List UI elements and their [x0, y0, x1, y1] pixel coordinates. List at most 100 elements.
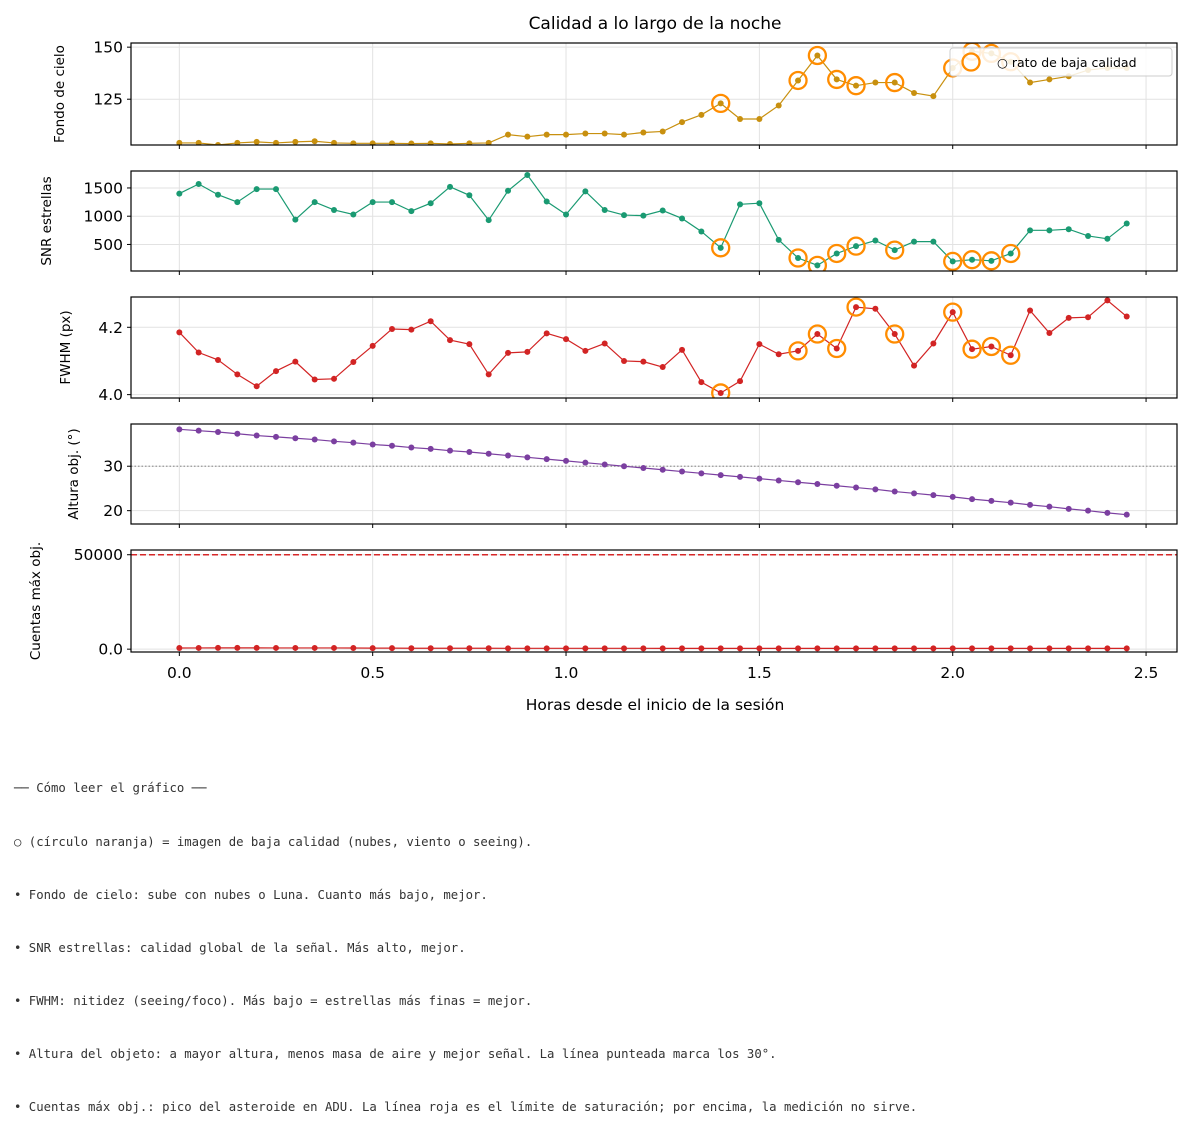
- data-point: [930, 340, 937, 347]
- low-quality-marker: [885, 240, 905, 260]
- data-point: [195, 349, 202, 356]
- data-point: [582, 645, 589, 652]
- data-point: [659, 466, 666, 473]
- y-tick-label: 500: [93, 236, 123, 254]
- data-point: [969, 346, 976, 353]
- legend: ○ rato de baja calidad: [949, 47, 1173, 77]
- data-point: [1085, 507, 1092, 514]
- data-point: [775, 102, 782, 109]
- notes-line: • Fondo de cielo: sube con nubes o Luna.…: [14, 887, 488, 902]
- data-point: [485, 371, 492, 378]
- data-point: [1065, 505, 1072, 512]
- data-point: [737, 115, 744, 122]
- data-point: [505, 187, 512, 194]
- data-point: [775, 645, 782, 652]
- data-point: [485, 450, 492, 457]
- data-point: [466, 645, 473, 652]
- data-point: [292, 138, 299, 145]
- data-point: [408, 444, 415, 451]
- series-line: [179, 647, 1127, 650]
- data-point: [389, 442, 396, 449]
- y-tick-label: 0.0: [98, 641, 123, 659]
- y-tick-label: 125: [93, 91, 123, 109]
- data-point: [659, 207, 666, 214]
- data-point: [988, 645, 995, 652]
- data-point: [524, 454, 531, 461]
- data-point: [176, 645, 183, 652]
- data-point: [911, 490, 918, 497]
- data-point: [331, 139, 338, 145]
- data-point: [1085, 645, 1092, 652]
- data-point: [717, 472, 724, 479]
- y-axis-label: SNR estrellas: [39, 176, 55, 265]
- data-point: [737, 645, 744, 652]
- data-point: [331, 206, 338, 213]
- data-point: [582, 459, 589, 466]
- data-point: [427, 200, 434, 207]
- data-point: [853, 82, 860, 89]
- data-point: [891, 331, 898, 338]
- data-point: [988, 257, 995, 264]
- x-tick-label: 0.0: [167, 664, 192, 682]
- data-point: [891, 488, 898, 495]
- data-point: [253, 432, 260, 439]
- data-point: [679, 215, 686, 222]
- low-quality-marker: [943, 251, 963, 271]
- data-point: [195, 427, 202, 434]
- data-point: [389, 199, 396, 206]
- data-point: [253, 383, 260, 390]
- low-quality-marker: [807, 324, 828, 344]
- data-point: [582, 188, 589, 195]
- data-point: [640, 129, 647, 136]
- data-point: [1046, 76, 1053, 83]
- data-point: [505, 452, 512, 459]
- data-point: [601, 645, 608, 652]
- data-point: [331, 644, 338, 651]
- low-quality-marker: [981, 336, 1002, 357]
- low-quality-marker: [788, 70, 808, 91]
- data-point: [1046, 645, 1053, 652]
- low-quality-marker: [711, 238, 731, 258]
- data-point: [621, 131, 628, 138]
- data-point: [1027, 307, 1034, 314]
- quality-chart: Calidad a lo largo de la noche ○ rato de…: [28, 14, 1178, 714]
- data-point: [563, 336, 570, 343]
- data-point: [795, 347, 802, 354]
- data-point: [911, 362, 918, 369]
- data-point: [543, 198, 550, 205]
- data-point: [795, 479, 802, 486]
- low-quality-marker: [1001, 345, 1021, 365]
- notes-line: • SNR estrellas: calidad global de la se…: [14, 940, 466, 955]
- y-tick-label: 1000: [84, 208, 123, 226]
- data-point: [640, 212, 647, 219]
- data-point: [698, 228, 705, 235]
- data-point: [1046, 227, 1053, 234]
- low-quality-marker: [827, 338, 847, 359]
- data-point: [408, 326, 415, 333]
- subplot-1: ○ rato de baja calidad 125 150 Fondo de cie…: [52, 39, 1178, 149]
- axes-frame: [130, 423, 1178, 525]
- data-point: [969, 256, 976, 263]
- data-point: [833, 645, 840, 652]
- data-point: [737, 201, 744, 208]
- data-point: [1007, 645, 1014, 652]
- data-point: [447, 447, 454, 454]
- data-point: [292, 216, 299, 223]
- data-point: [485, 217, 492, 224]
- data-point: [389, 140, 396, 145]
- y-tick-label: 30: [103, 458, 123, 476]
- data-point: [679, 468, 686, 475]
- y-tick-label: 1500: [84, 179, 123, 197]
- data-point: [369, 342, 376, 349]
- data-point: [215, 142, 222, 145]
- data-point: [466, 341, 473, 348]
- data-point: [466, 192, 473, 199]
- data-point: [814, 52, 821, 59]
- data-point: [814, 331, 821, 338]
- data-point: [292, 435, 299, 442]
- data-point: [1123, 511, 1130, 518]
- data-point: [621, 212, 628, 219]
- plot-area: [176, 297, 1130, 398]
- data-point: [814, 481, 821, 487]
- data-point: [447, 140, 454, 145]
